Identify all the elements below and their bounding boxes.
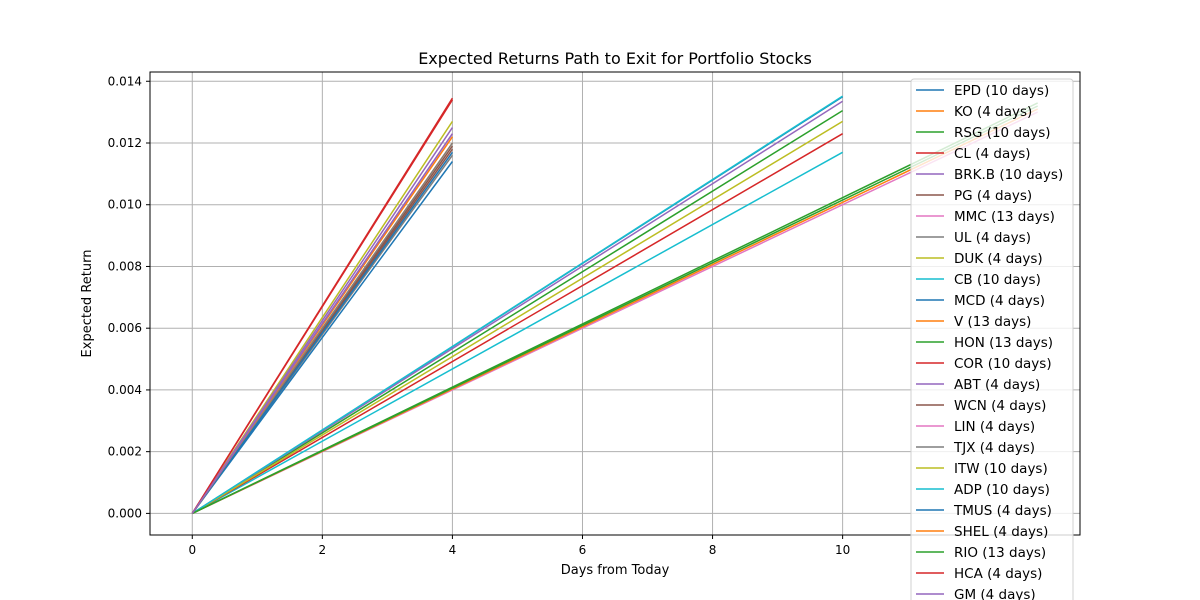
series-line-24 <box>191 133 454 514</box>
legend-label-19: ADP (10 days) <box>954 482 1050 498</box>
legend-label-7: UL (4 days) <box>954 230 1031 246</box>
x-tick-label: 0 <box>188 543 196 557</box>
x-tick-label: 4 <box>449 543 457 557</box>
legend-label-17: TJX (4 days) <box>953 440 1035 456</box>
legend-label-11: V (13 days) <box>954 314 1031 330</box>
y-tick-label: 0.004 <box>108 383 142 397</box>
legend-label-22: RIO (13 days) <box>954 545 1046 561</box>
legend-label-13: COR (10 days) <box>954 356 1052 372</box>
x-tick-label: 6 <box>579 543 587 557</box>
x-tick-label: 8 <box>709 543 717 557</box>
legend-label-5: PG (4 days) <box>954 188 1032 204</box>
legend: EPD (10 days) KO (4 days) RSG (10 days) CL … <box>910 78 1074 600</box>
series-line-23 <box>191 97 454 514</box>
legend-label-10: MCD (4 days) <box>954 293 1045 309</box>
series-line-20 <box>191 151 454 514</box>
legend-label-2: RSG (10 days) <box>954 125 1051 141</box>
legend-label-12: HON (13 days) <box>954 335 1053 351</box>
series-line-18 <box>191 120 843 515</box>
y-tick-label: 0.008 <box>108 259 142 273</box>
legend-label-6: MMC (13 days) <box>954 209 1055 225</box>
y-tick-label: 0.014 <box>108 74 142 88</box>
x-axis-title: Days from Today <box>561 563 670 578</box>
series-line-19 <box>191 95 844 515</box>
legend-label-9: CB (10 days) <box>954 272 1041 288</box>
legend-label-14: ABT (4 days) <box>954 377 1040 393</box>
legend-label-1: KO (4 days) <box>954 104 1032 120</box>
x-tick-label: 10 <box>835 543 850 557</box>
series-line-22 <box>191 102 1039 515</box>
legend-label-3: CL (4 days) <box>954 146 1031 162</box>
legend-label-0: EPD (10 days) <box>954 83 1049 99</box>
legend-box <box>910 78 1074 600</box>
x-tick-label: 2 <box>319 543 327 557</box>
y-tick-label: 0.002 <box>108 445 142 459</box>
legend-label-8: DUK (4 days) <box>954 251 1043 267</box>
series-layer <box>191 95 1039 515</box>
legend-label-4: BRK.B (10 days) <box>954 167 1063 183</box>
legend-label-18: ITW (10 days) <box>954 461 1048 477</box>
series-line-2 <box>191 109 843 515</box>
tick-layer: 0 2 4 6 8 10 0.000 0.002 0.004 0.006 0.008 0.010 0.0… <box>108 74 851 557</box>
legend-label-16: LIN (4 days) <box>954 419 1035 435</box>
y-tick-label: 0.010 <box>108 198 142 212</box>
axes-frame <box>149 71 1081 536</box>
y-tick-label: 0.000 <box>108 506 142 520</box>
legend-label-21: SHEL (4 days) <box>954 524 1048 540</box>
legend-label-15: WCN (4 days) <box>954 398 1046 414</box>
legend-label-23: HCA (4 days) <box>954 566 1042 582</box>
legend-label-24: GM (4 days) <box>954 587 1036 600</box>
y-axis-title: Expected Return <box>80 250 95 358</box>
y-tick-label: 0.012 <box>108 136 142 150</box>
series-line-10 <box>191 161 454 514</box>
y-tick-label: 0.006 <box>108 321 142 335</box>
series-line-13 <box>191 133 843 515</box>
series-line-9 <box>191 151 843 515</box>
legend-label-20: TMUS (4 days) <box>953 503 1052 519</box>
chart-title: Expected Returns Path to Exit for Portfo… <box>418 49 812 68</box>
